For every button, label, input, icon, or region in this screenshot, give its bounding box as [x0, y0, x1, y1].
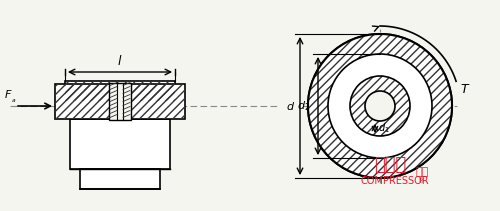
Text: 压缩机: 压缩机: [374, 156, 406, 174]
Text: $F$: $F$: [4, 88, 13, 100]
Wedge shape: [308, 34, 452, 178]
Text: COMPRESSOR: COMPRESSOR: [360, 176, 430, 186]
Text: $d_1$: $d_1$: [378, 122, 390, 135]
Circle shape: [365, 91, 395, 121]
Text: $d_2$: $d_2$: [297, 99, 310, 113]
Text: 杂志: 杂志: [416, 167, 428, 177]
Bar: [80, 169, 160, 188]
Bar: [70, 119, 170, 169]
Text: ®: ®: [418, 178, 426, 184]
Wedge shape: [350, 76, 410, 136]
Bar: [55, 84, 185, 119]
Bar: [55, 84, 185, 119]
Text: $T$: $T$: [460, 83, 470, 96]
Bar: [65, 81, 175, 101]
Text: $l$: $l$: [118, 54, 122, 68]
Text: $d$: $d$: [286, 100, 295, 112]
Bar: [109, 83, 131, 119]
Bar: [65, 81, 175, 101]
Text: $_{a}$: $_{a}$: [12, 96, 16, 105]
Circle shape: [308, 34, 452, 178]
